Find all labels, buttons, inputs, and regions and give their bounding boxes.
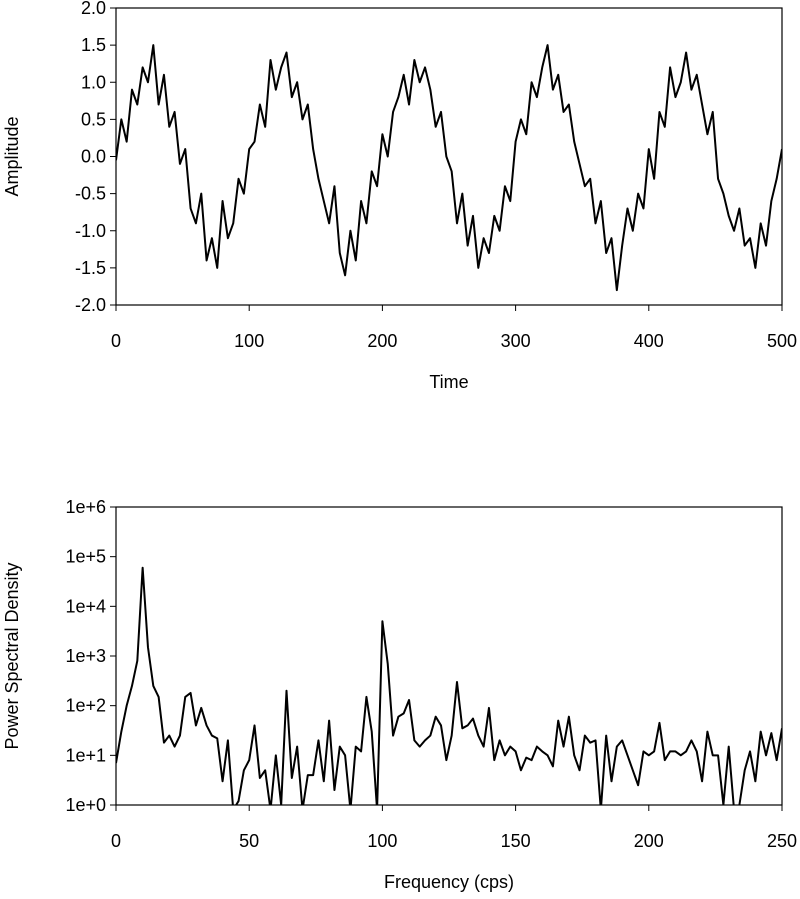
y-tick-label: 0.0 xyxy=(81,147,106,167)
y-tick-label: 1e+4 xyxy=(65,596,106,616)
y-tick-label: 2.0 xyxy=(81,0,106,18)
x-tick-label: 200 xyxy=(634,831,664,851)
x-tick-label: 100 xyxy=(367,831,397,851)
x-tick-label: 0 xyxy=(111,331,121,351)
y-tick-label: 1e+1 xyxy=(65,745,106,765)
y-tick-label: -1.5 xyxy=(75,258,106,278)
data-line xyxy=(116,44,782,292)
y-tick-label: 1e+6 xyxy=(65,497,106,517)
y-tick-label: 0.5 xyxy=(81,109,106,129)
x-tick-label: 400 xyxy=(634,331,664,351)
plot: -2.0 -1.5 -1.0 -0.5 0.0 0.5 1.0 1.5 2.0 0 100 200 30… xyxy=(2,0,797,392)
x-tick-label: 250 xyxy=(767,831,797,851)
y-tick-label: 1e+3 xyxy=(65,646,106,666)
y-axis-label: Power Spectral Density xyxy=(2,562,22,749)
x-tick-label: 300 xyxy=(501,331,531,351)
x-axis-label: Time xyxy=(429,372,468,392)
y-tick-label: 1e+2 xyxy=(65,696,106,716)
y-tick-label: -1.0 xyxy=(75,221,106,241)
y-tick-label: 1e+5 xyxy=(65,547,106,567)
plot-frame xyxy=(115,506,783,806)
x-tick-label: 50 xyxy=(239,831,259,851)
x-tick-label: 150 xyxy=(501,831,531,851)
data-line xyxy=(116,566,782,805)
x-tick-label: 100 xyxy=(234,331,264,351)
y-tick-label: -2.0 xyxy=(75,295,106,315)
y-tick-label: 1.0 xyxy=(81,72,106,92)
y-axis-label: Amplitude xyxy=(2,116,22,196)
x-tick-label: 500 xyxy=(767,331,797,351)
x-tick-label: 0 xyxy=(111,831,121,851)
x-tick-label: 200 xyxy=(367,331,397,351)
y-tick-label: 1e+0 xyxy=(65,795,106,815)
x-axis-label: Frequency (cps) xyxy=(384,872,514,892)
y-tick-label: -0.5 xyxy=(75,184,106,204)
y-tick-label: 1.5 xyxy=(81,35,106,55)
plot: 1e+0 1e+1 1e+2 1e+3 1e+4 1e+5 1e+6 0 50 100 150 200… xyxy=(2,497,797,892)
